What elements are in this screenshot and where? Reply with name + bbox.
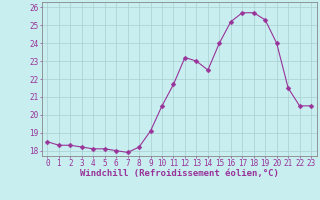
X-axis label: Windchill (Refroidissement éolien,°C): Windchill (Refroidissement éolien,°C)	[80, 169, 279, 178]
